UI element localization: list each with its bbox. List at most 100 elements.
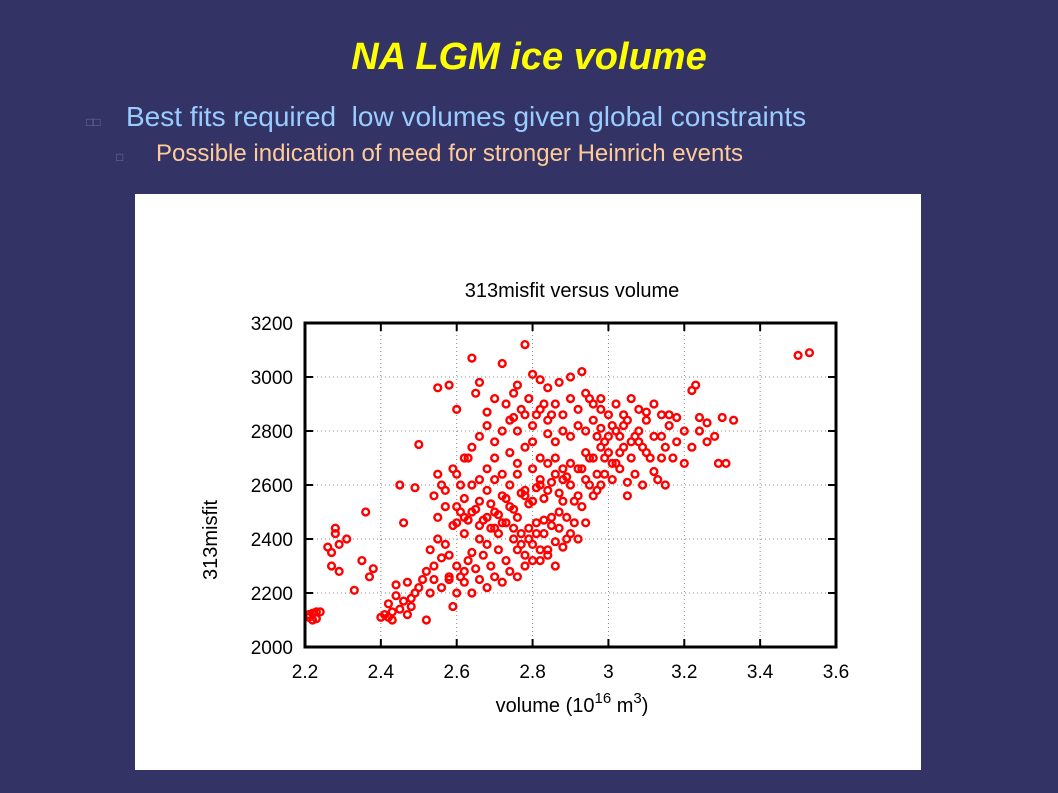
scatter-point bbox=[554, 523, 564, 533]
scatter-point bbox=[330, 523, 340, 533]
scatter-point bbox=[573, 534, 583, 544]
scatter-point bbox=[444, 572, 454, 582]
scatter-point bbox=[728, 415, 739, 425]
scatter-point bbox=[539, 515, 549, 525]
scatter-point bbox=[474, 534, 485, 544]
scatter-point bbox=[330, 529, 340, 539]
scatter-point bbox=[543, 550, 553, 560]
scatter-point bbox=[702, 418, 712, 428]
x-tick-label: 2.6 bbox=[444, 662, 470, 683]
scatter-point bbox=[406, 601, 416, 612]
scatter-point bbox=[550, 537, 560, 547]
scatter-point bbox=[554, 507, 564, 517]
scatter-point bbox=[516, 488, 526, 498]
bullet-1: □□ Best fits required low volumes given g… bbox=[86, 101, 806, 133]
scatter-point bbox=[425, 588, 435, 598]
scatter-point bbox=[531, 518, 541, 528]
bullet-marker-icon: □□ bbox=[86, 115, 101, 129]
scatter-point bbox=[486, 499, 496, 509]
scatter-point bbox=[630, 469, 640, 479]
scatter-point bbox=[573, 464, 583, 474]
scatter-point bbox=[326, 561, 337, 571]
scatter-point bbox=[512, 426, 523, 436]
scatter-point bbox=[414, 439, 424, 450]
scatter-point bbox=[395, 604, 405, 614]
scatter-point bbox=[588, 399, 598, 409]
scatter-point bbox=[562, 534, 572, 544]
scatter-point bbox=[497, 358, 507, 369]
scatter-point bbox=[497, 577, 507, 587]
scatter-point bbox=[721, 458, 731, 469]
x-tick-label: 3.6 bbox=[823, 662, 849, 683]
scatter-point bbox=[482, 485, 492, 496]
scatter-point bbox=[448, 601, 458, 612]
scatter-point bbox=[793, 350, 803, 361]
scatter-point bbox=[535, 375, 545, 385]
scatter-point bbox=[440, 539, 450, 550]
scatter-point bbox=[660, 480, 670, 490]
scatter-point bbox=[326, 547, 337, 558]
x-tick-label: 3.4 bbox=[747, 662, 774, 683]
scatter-point bbox=[527, 437, 538, 447]
scatter-point bbox=[459, 493, 469, 504]
scatter-point bbox=[501, 399, 511, 409]
slide-title: NA LGM ice volume bbox=[351, 36, 707, 78]
scatter-point bbox=[550, 561, 560, 571]
scatter-point bbox=[520, 442, 530, 452]
scatter-point bbox=[520, 340, 530, 350]
scatter-point bbox=[474, 431, 485, 442]
scatter-point bbox=[588, 453, 598, 463]
scatter-point bbox=[444, 550, 454, 560]
y-tick-label: 2000 bbox=[251, 638, 293, 659]
scatter-point bbox=[653, 475, 663, 485]
scatter-point bbox=[512, 545, 523, 555]
scatter-point bbox=[471, 388, 481, 398]
x-axis-label-part2: m bbox=[611, 695, 633, 717]
scatter-point bbox=[501, 493, 511, 504]
scatter-point bbox=[482, 512, 492, 523]
scatter-point bbox=[520, 550, 530, 560]
scatter-point bbox=[717, 412, 727, 423]
scatter-point bbox=[535, 556, 545, 566]
scatter-point bbox=[607, 458, 617, 469]
scatter-point bbox=[490, 572, 500, 582]
scatter-point bbox=[524, 394, 534, 404]
scatter-point bbox=[550, 469, 560, 479]
y-tick-label: 2400 bbox=[251, 530, 293, 551]
bullet-marker-icon: □ bbox=[116, 150, 124, 164]
x-tick-label: 2.8 bbox=[519, 662, 545, 683]
scatter-point bbox=[433, 469, 443, 479]
scatter-point bbox=[429, 491, 439, 501]
scatter-point bbox=[429, 561, 439, 571]
scatter-point bbox=[452, 404, 462, 415]
scatter-point bbox=[577, 502, 587, 512]
scatter-point bbox=[554, 488, 564, 498]
scatter-point bbox=[558, 496, 568, 506]
scatter-point bbox=[546, 512, 557, 523]
scatter-point bbox=[596, 404, 606, 415]
scatter-point bbox=[550, 453, 560, 463]
scatter-point bbox=[463, 453, 473, 463]
scatter-point bbox=[804, 348, 815, 358]
scatter-point bbox=[452, 518, 462, 528]
bullet-1-text: Best fits required low volumes given glo… bbox=[126, 101, 807, 132]
scatter-point bbox=[600, 453, 610, 463]
y-tick-label: 2200 bbox=[251, 584, 293, 605]
scatter-point bbox=[361, 507, 371, 517]
scatter-point bbox=[467, 588, 477, 598]
scatter-chart: 313misfit versus volume 2.2 2.4 2.6 2.8 3 3.2… bbox=[200, 280, 849, 717]
scatter-point bbox=[546, 410, 557, 420]
scatter-point bbox=[421, 566, 431, 577]
scatter-point bbox=[448, 464, 458, 474]
scatter-point bbox=[588, 491, 598, 501]
scatter-point bbox=[474, 574, 485, 585]
scatter-point bbox=[399, 518, 409, 528]
scatter-point bbox=[380, 610, 390, 620]
scatter-point bbox=[543, 429, 553, 439]
scatter-point bbox=[607, 475, 617, 485]
scatter-point bbox=[501, 518, 511, 528]
ticks-layer: 2.2 2.4 2.6 2.8 3 3.2 3.4 3.6 2000 2200 2400 2600 28… bbox=[251, 314, 849, 683]
scatter-point bbox=[543, 383, 553, 393]
scatter-point bbox=[550, 437, 560, 447]
scatter-point bbox=[543, 485, 553, 496]
